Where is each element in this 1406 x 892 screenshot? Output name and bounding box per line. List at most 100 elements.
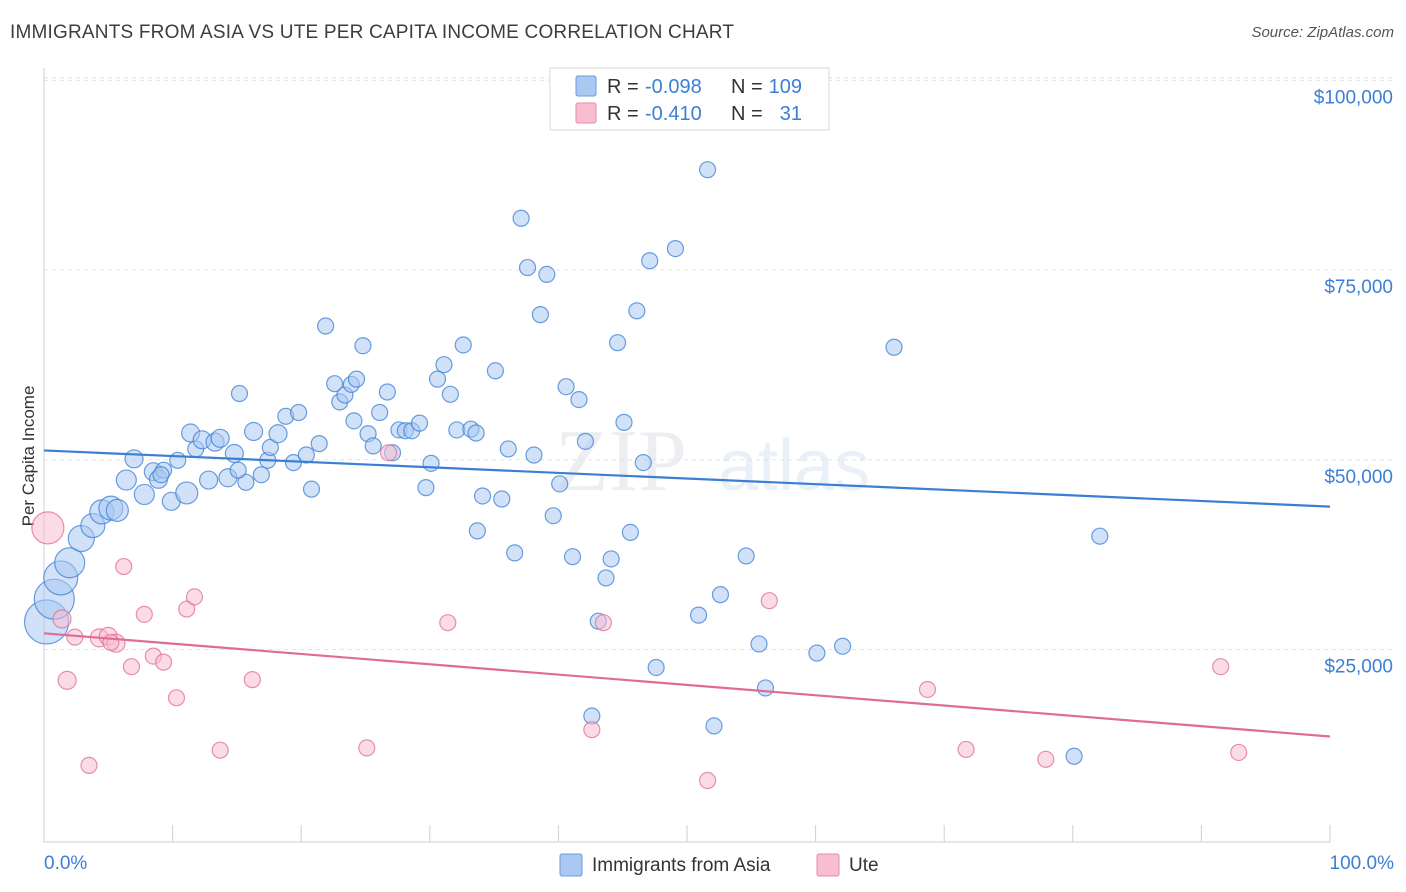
point-ute-30: [102, 633, 120, 652]
point-asia-97: [750, 635, 768, 653]
point-asia-78: [570, 391, 588, 409]
point-asia-101: [885, 338, 903, 356]
point-asia-100: [834, 637, 852, 655]
point-ute-25: [918, 680, 937, 699]
point-asia-3: [54, 547, 86, 579]
point-ute-24: [760, 592, 778, 610]
grid-lines: [44, 77, 1394, 650]
point-asia-75: [551, 475, 569, 493]
point-asia-94: [705, 717, 723, 735]
point-asia-83: [602, 550, 620, 568]
point-asia-32: [268, 424, 288, 444]
point-asia-85: [615, 413, 633, 431]
point-asia-74: [544, 507, 562, 525]
point-asia-92: [689, 606, 708, 624]
legend-r-value-ute: -0.410: [645, 103, 702, 125]
point-asia-73: [538, 265, 556, 283]
point-asia-55: [417, 479, 435, 497]
point-asia-107: [229, 461, 247, 479]
bottom-legend-swatch-asia: [559, 853, 583, 877]
point-asia-21: [199, 470, 219, 490]
point-asia-23: [210, 428, 230, 448]
legend-swatch-ute: [575, 102, 597, 124]
point-asia-86: [621, 523, 640, 542]
point-ute-28: [1212, 658, 1230, 676]
point-asia-84: [608, 334, 627, 352]
y-tick-labels: $25,000 $50,000 $75,000 $100,000: [1314, 87, 1393, 677]
legend-n-label-asia: N =: [731, 76, 763, 98]
point-asia-99: [808, 644, 826, 662]
point-asia-10: [124, 449, 144, 469]
point-asia-29: [252, 466, 270, 484]
point-asia-106: [467, 424, 485, 442]
legend-r-label-asia: R =: [607, 76, 639, 98]
point-ute-12: [154, 653, 173, 671]
bottom-legend-swatch-ute: [816, 853, 840, 877]
point-ute-10: [135, 605, 153, 623]
point-asia-70: [518, 258, 537, 277]
point-asia-93: [698, 161, 717, 179]
point-ute-22: [594, 614, 613, 632]
point-ute-8: [115, 557, 133, 576]
point-asia-68: [506, 544, 524, 562]
y-tick-label-2: $75,000: [1324, 277, 1393, 298]
x-axis-ticks: [43, 825, 1331, 842]
point-ute-15: [185, 588, 204, 606]
point-asia-47: [364, 437, 382, 455]
point-asia-26: [230, 384, 249, 403]
y-axis-label: Per Capita Income: [19, 386, 38, 527]
point-ute-14: [178, 600, 196, 618]
point-asia-59: [441, 385, 459, 403]
point-asia-87: [628, 302, 646, 320]
point-asia-57: [428, 370, 447, 388]
point-asia-39: [317, 317, 335, 335]
point-asia-79: [576, 432, 595, 450]
point-asia-103: [1091, 527, 1109, 545]
point-asia-28: [244, 421, 264, 442]
bottom-legend-label-asia: Immigrants from Asia: [592, 855, 771, 876]
point-ute-26: [957, 740, 975, 759]
point-asia-65: [486, 362, 504, 380]
point-asia-67: [499, 440, 517, 458]
point-ute-20: [439, 614, 457, 632]
y-tick-label-0: $25,000: [1324, 656, 1393, 677]
point-ute-27: [1037, 750, 1055, 768]
point-asia-90: [647, 658, 665, 677]
point-asia-95: [711, 586, 730, 604]
trend-line-asia: [43, 449, 1331, 508]
bottom-legend-label-ute: Ute: [849, 855, 879, 876]
legend-r-label-ute: R =: [607, 103, 639, 125]
point-asia-76: [557, 378, 575, 396]
y-tick-label-1: $50,000: [1324, 467, 1393, 488]
point-asia-11: [133, 483, 155, 506]
point-ute-1: [52, 609, 72, 629]
point-asia-69: [512, 209, 530, 227]
legend-n-label-ute: N =: [731, 103, 763, 125]
point-ute-2: [57, 670, 77, 690]
point-ute-9: [122, 658, 141, 676]
point-asia-98: [756, 679, 775, 697]
point-asia-56: [422, 454, 440, 472]
x-tick-label-max: 100.0%: [1330, 853, 1395, 874]
point-asia-54: [410, 414, 429, 432]
point-asia-72: [531, 306, 549, 324]
point-asia-91: [666, 240, 685, 258]
point-asia-64: [473, 487, 492, 505]
x-tick-label-min: 0.0%: [44, 853, 87, 874]
point-asia-77: [563, 548, 582, 566]
point-asia-9: [115, 469, 137, 491]
point-ute-19: [380, 444, 398, 462]
point-asia-40: [326, 375, 344, 393]
point-ute-17: [243, 671, 261, 689]
point-asia-89: [641, 252, 659, 270]
legend-r-value-asia: -0.098: [645, 76, 702, 98]
watermark-atlas: atlas: [718, 426, 870, 506]
point-asia-48: [371, 403, 389, 422]
point-asia-37: [302, 480, 321, 498]
point-asia-16: [169, 451, 187, 469]
point-asia-88: [634, 453, 652, 472]
point-ute-13: [167, 689, 186, 707]
point-asia-66: [493, 490, 511, 508]
point-asia-27: [237, 473, 255, 491]
